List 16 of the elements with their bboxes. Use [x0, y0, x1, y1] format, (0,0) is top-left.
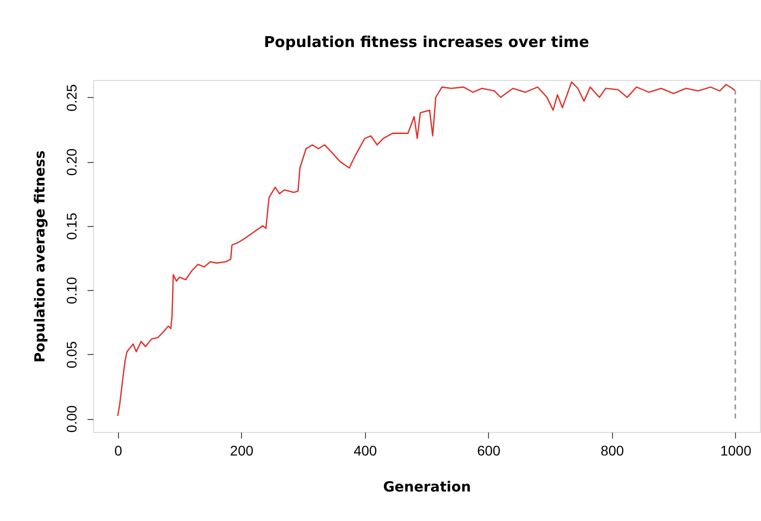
- x-tick-label: 400: [354, 442, 378, 458]
- y-tick-label: 0.20: [64, 148, 80, 176]
- y-tick-label: 0.10: [64, 276, 80, 304]
- line-series: [117, 81, 736, 417]
- x-tick-label: 1000: [720, 442, 752, 458]
- x-tick-label: 200: [230, 442, 254, 458]
- y-tick-label: 0.05: [64, 340, 80, 368]
- y-axis-title: Population average fitness: [32, 150, 48, 363]
- x-tick-label: 0: [114, 442, 122, 458]
- x-tick-label: 800: [600, 442, 624, 458]
- chart-title: Population fitness increases over time: [264, 33, 590, 51]
- x-axis-title: Generation: [383, 480, 471, 496]
- x-tick-label: 600: [477, 442, 501, 458]
- y-tick-label: 0.25: [64, 84, 80, 112]
- y-tick-label: 0.15: [64, 212, 80, 240]
- y-tick-label: 0.00: [64, 405, 80, 433]
